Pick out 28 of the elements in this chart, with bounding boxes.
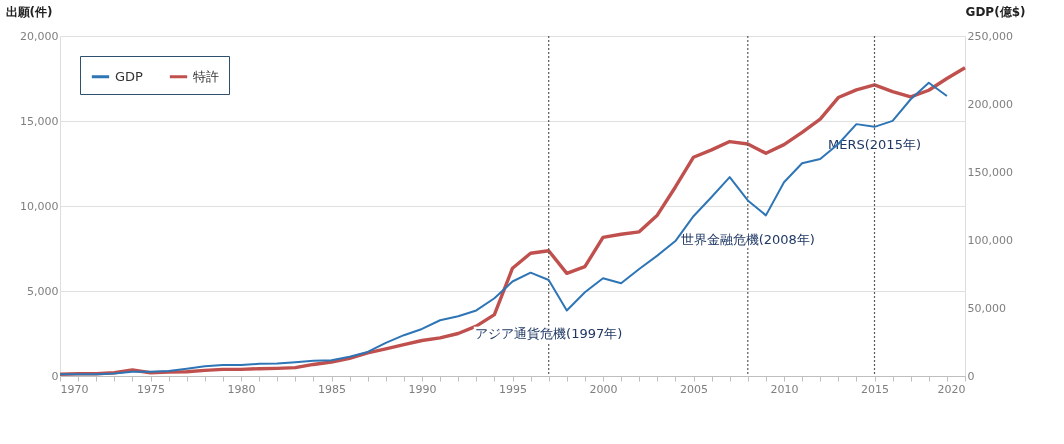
- y2-tick-label: 0: [967, 369, 975, 383]
- x-tick-label: 1975: [137, 382, 165, 396]
- y-axis-title: 出願(件): [5, 4, 53, 19]
- y2-tick-label: 200,000: [967, 97, 1013, 111]
- x-tick-label: 1980: [227, 382, 256, 396]
- x-tick-label: 1990: [408, 382, 437, 396]
- y-tick-label: 10,000: [20, 199, 59, 213]
- x-tick-label: 1985: [318, 382, 346, 396]
- y-tick-label: 0: [51, 369, 59, 383]
- y2-tick-label: 250,000: [967, 29, 1013, 43]
- y2-axis-title: GDP(億$): [965, 4, 1026, 19]
- y2-tick-label: 150,000: [967, 165, 1013, 179]
- legend-label: GDP: [115, 68, 144, 84]
- x-tick-label: 2020: [937, 382, 966, 396]
- annotation: 世界金融危機(2008年): [680, 232, 815, 247]
- x-tick-label: 2000: [589, 382, 618, 396]
- x-tick-label: 2010: [770, 382, 799, 396]
- annotation: アジア通貨危機(1997年): [475, 325, 623, 341]
- y2-tick-label: 100,000: [967, 233, 1013, 247]
- y-tick-label: 5,000: [27, 284, 59, 298]
- x-tick-label: 1970: [60, 382, 89, 396]
- legend-label: 特許: [193, 68, 219, 84]
- y-tick-label: 20,000: [20, 29, 59, 43]
- x-tick-label: 2015: [861, 382, 889, 396]
- y2-tick-label: 50,000: [967, 301, 1006, 315]
- x-tick-label: 2005: [680, 382, 708, 396]
- y-tick-label: 15,000: [20, 114, 59, 128]
- x-tick-label: 1995: [499, 382, 527, 396]
